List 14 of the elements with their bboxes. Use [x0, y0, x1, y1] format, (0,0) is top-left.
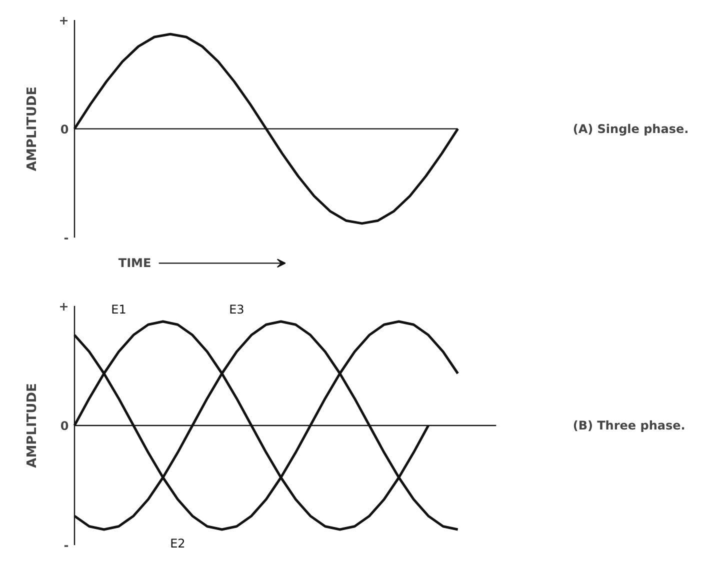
text: (A) Single phase.: [572, 122, 689, 136]
text: +: [58, 299, 69, 314]
series-label: E2: [170, 536, 186, 550]
text: 0: [60, 122, 69, 136]
series-label: E1: [111, 302, 126, 316]
y-axis-title: AMPLITUDE: [24, 86, 40, 172]
series-label: E3: [229, 302, 244, 316]
text: (B) Three phase.: [572, 418, 686, 432]
annotation: 0: [60, 419, 69, 433]
x-axis-title: TIME: [118, 256, 152, 270]
text: -: [64, 538, 69, 553]
text: -: [64, 231, 69, 246]
text: +: [58, 13, 69, 28]
y-axis-title: AMPLITUDE: [24, 383, 40, 468]
